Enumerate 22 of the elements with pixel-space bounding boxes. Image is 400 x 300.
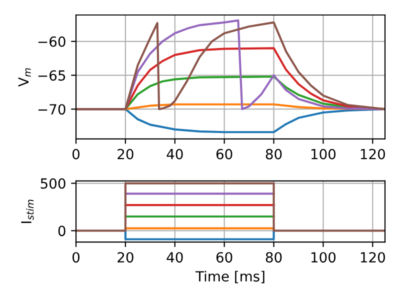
x-tick-label: 0 xyxy=(72,252,80,263)
y-tick-label: −60 xyxy=(38,36,66,47)
x-tick-label: 0 xyxy=(72,148,80,160)
y-tick-label: −65 xyxy=(38,70,66,81)
x-tick-label: 20 xyxy=(118,148,134,160)
x-tick-label: 60 xyxy=(216,252,232,263)
x-axis-title: Time [ms] xyxy=(195,270,264,284)
y-axis-title: I$_{stim}$ xyxy=(21,200,34,223)
x-tick-label: 120 xyxy=(360,148,385,160)
y-tick-label: 0 xyxy=(58,226,66,236)
x-tick-label: 20 xyxy=(118,252,134,263)
x-tick-label: 100 xyxy=(311,148,336,160)
x-tick-label: 80 xyxy=(266,148,282,160)
x-tick-label: 40 xyxy=(166,252,183,263)
x-tick-label: 100 xyxy=(311,252,336,263)
x-tick-label: 60 xyxy=(216,148,232,160)
y-tick-label: 500 xyxy=(40,178,66,189)
x-tick-label: 80 xyxy=(266,252,282,263)
x-tick-label: 120 xyxy=(360,252,385,263)
y-tick-label: −70 xyxy=(38,104,66,115)
x-tick-label: 40 xyxy=(166,148,183,160)
y-axis-title: V$_{m}$ xyxy=(18,68,31,87)
